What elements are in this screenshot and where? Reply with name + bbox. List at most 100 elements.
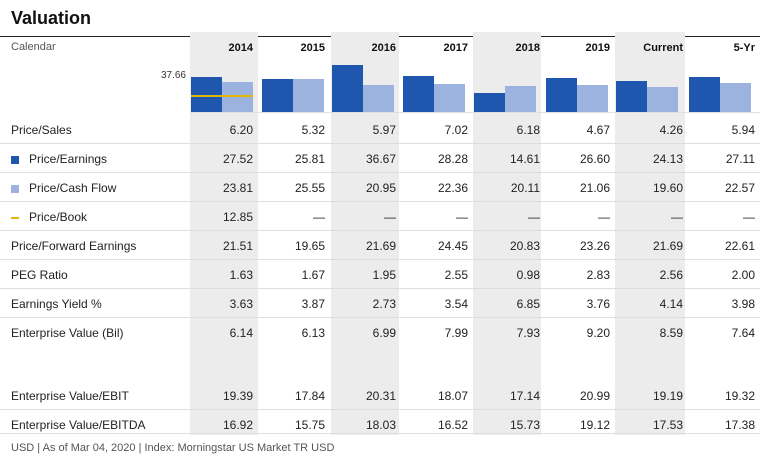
table-cell: 2.83 bbox=[586, 268, 610, 282]
table-cell: 36.67 bbox=[365, 152, 396, 166]
table-cell: — bbox=[743, 210, 755, 224]
table-cell: 18.03 bbox=[365, 418, 396, 432]
footer-rule bbox=[0, 433, 760, 434]
column-header-2016: 2016 bbox=[371, 42, 396, 54]
table-row: Enterprise Value (Bil) 6.14 6.13 6.99 7.99 7.… bbox=[0, 317, 760, 346]
row-label: Enterprise Value/EBIT bbox=[11, 389, 129, 403]
column-header-2017: 2017 bbox=[443, 42, 468, 54]
table-cell: 28.28 bbox=[437, 152, 468, 166]
bar-price-cash-flow-2016 bbox=[363, 85, 394, 112]
table-row: Price/Cash Flow 23.81 25.55 20.95 22.36 20.11… bbox=[0, 172, 760, 202]
table-cell: 20.99 bbox=[579, 389, 610, 403]
table-cell: 2.55 bbox=[444, 268, 468, 282]
table-cell: 26.60 bbox=[579, 152, 610, 166]
table-cell: 7.64 bbox=[731, 326, 755, 340]
column-header-2018: 2018 bbox=[515, 42, 540, 54]
chart-max-label: 37.66 bbox=[160, 70, 186, 81]
table-cell: 3.98 bbox=[731, 297, 755, 311]
bar-price-cash-flow-5-yr bbox=[720, 83, 751, 112]
page-title: Valuation bbox=[11, 8, 92, 28]
table-cell: 6.99 bbox=[372, 326, 396, 340]
table-cell: — bbox=[598, 210, 610, 224]
table-cell: 1.67 bbox=[301, 268, 325, 282]
table-cell: 4.14 bbox=[659, 297, 683, 311]
table-cell: 20.31 bbox=[365, 389, 396, 403]
row-label: PEG Ratio bbox=[11, 268, 68, 282]
bar-price-earnings-2016 bbox=[332, 65, 363, 112]
table-cell: 22.61 bbox=[724, 239, 755, 253]
table-cell: 22.36 bbox=[437, 181, 468, 195]
row-label: Enterprise Value (Bil) bbox=[11, 326, 124, 340]
table-cell: 7.93 bbox=[516, 326, 540, 340]
table-cell: 0.98 bbox=[516, 268, 540, 282]
row-label: Price/Sales bbox=[11, 123, 72, 137]
column-header-current: Current bbox=[643, 42, 683, 54]
bar-price-cash-flow-2014 bbox=[222, 81, 253, 112]
table-cell: 21.06 bbox=[579, 181, 610, 195]
table-cell: 9.20 bbox=[586, 326, 610, 340]
table-cell: 15.73 bbox=[509, 418, 540, 432]
bar-price-cash-flow-current bbox=[647, 87, 678, 112]
line-price-book-2014 bbox=[191, 94, 253, 97]
table-cell: 19.32 bbox=[724, 389, 755, 403]
table-cell: 17.38 bbox=[724, 418, 755, 432]
table-row: Price/Forward Earnings 21.51 19.65 21.69 24.… bbox=[0, 230, 760, 260]
table-cell: — bbox=[313, 210, 325, 224]
table-cell: 6.14 bbox=[229, 326, 253, 340]
table-cell: 1.63 bbox=[229, 268, 253, 282]
table-cell: 20.95 bbox=[365, 181, 396, 195]
table-cell: — bbox=[456, 210, 468, 224]
legend-price-earnings-icon bbox=[11, 156, 19, 164]
row-label: Price/Forward Earnings bbox=[11, 239, 137, 253]
table-cell: 18.07 bbox=[437, 389, 468, 403]
table-cell: 5.97 bbox=[372, 123, 396, 137]
table-cell: 20.83 bbox=[509, 239, 540, 253]
table-cell: — bbox=[671, 210, 683, 224]
table-cell: 21.51 bbox=[222, 239, 253, 253]
bar-price-earnings-2018 bbox=[474, 93, 505, 112]
row-label: Earnings Yield % bbox=[11, 297, 102, 311]
row-label: Price/Cash Flow bbox=[29, 181, 117, 195]
bar-price-cash-flow-2015 bbox=[293, 79, 324, 112]
table-cell: 1.95 bbox=[372, 268, 396, 282]
table-cell: 6.13 bbox=[301, 326, 325, 340]
column-header-2014: 2014 bbox=[228, 42, 253, 54]
table-cell: 14.61 bbox=[509, 152, 540, 166]
table-cell: 2.56 bbox=[659, 268, 683, 282]
table-cell: 27.11 bbox=[725, 152, 755, 166]
bar-price-earnings-2014 bbox=[191, 76, 222, 112]
table-row: Price/Sales 6.20 5.32 5.97 7.02 6.18 4.67 4.26 5… bbox=[0, 114, 760, 144]
bar-price-earnings-2015 bbox=[262, 79, 293, 112]
table-cell: 19.39 bbox=[222, 389, 253, 403]
table-cell: 23.26 bbox=[579, 239, 610, 253]
table-cell: 4.67 bbox=[586, 123, 610, 137]
table-cell: 19.60 bbox=[652, 181, 683, 195]
row-label: Price/Book bbox=[29, 210, 88, 224]
table-cell: 2.73 bbox=[372, 297, 396, 311]
table-cell: 19.65 bbox=[294, 239, 325, 253]
table-cell: — bbox=[384, 210, 396, 224]
table-row: Price/Book 12.85 — — — — — — — bbox=[0, 201, 760, 231]
bar-price-earnings-2017 bbox=[403, 75, 434, 112]
row-label: Price/Earnings bbox=[29, 152, 108, 166]
table-cell: 5.32 bbox=[301, 123, 325, 137]
table-cell: 6.18 bbox=[516, 123, 540, 137]
bar-price-cash-flow-2018 bbox=[505, 86, 536, 112]
table-cell: 21.69 bbox=[365, 239, 396, 253]
table-cell: 19.12 bbox=[579, 418, 610, 432]
table-cell: 3.76 bbox=[586, 297, 610, 311]
footer-note: USD | As of Mar 04, 2020 | Index: Mornin… bbox=[11, 442, 335, 454]
table-row: Price/Earnings 27.52 25.81 36.67 28.28 14.61 2… bbox=[0, 143, 760, 173]
table-cell: 6.85 bbox=[516, 297, 540, 311]
table-row: Enterprise Value/EBIT 19.39 17.84 20.31 18.0… bbox=[0, 380, 760, 410]
table-cell: 17.84 bbox=[294, 389, 325, 403]
bar-price-earnings-2019 bbox=[546, 78, 577, 112]
column-header-2019: 2019 bbox=[585, 42, 610, 54]
table-cell: 25.55 bbox=[294, 181, 325, 195]
column-header-5-yr: 5-Yr bbox=[733, 42, 755, 54]
table-cell: 4.26 bbox=[659, 123, 683, 137]
legend-price-cash-flow-icon bbox=[11, 185, 19, 193]
bar-price-cash-flow-2017 bbox=[434, 83, 465, 112]
table-cell: 24.13 bbox=[652, 152, 683, 166]
legend-price-book-icon bbox=[11, 217, 19, 219]
